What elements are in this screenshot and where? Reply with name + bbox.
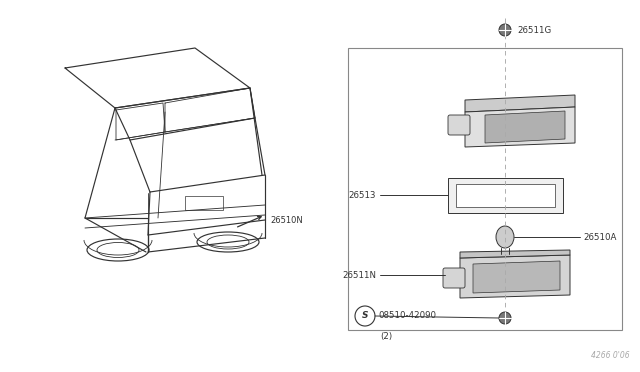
Polygon shape [465,107,575,147]
Text: 26510N: 26510N [270,215,303,224]
Polygon shape [473,261,560,293]
Text: S: S [362,311,368,321]
Text: 4266 0'06: 4266 0'06 [591,351,630,360]
Polygon shape [460,250,570,258]
Ellipse shape [496,226,514,248]
Circle shape [499,312,511,324]
FancyBboxPatch shape [448,115,470,135]
Text: 26511N: 26511N [342,270,376,279]
Polygon shape [485,111,565,143]
Text: 26513: 26513 [349,190,376,199]
Polygon shape [465,95,575,112]
Text: 26511G: 26511G [517,26,551,35]
Circle shape [499,24,511,36]
Polygon shape [460,255,570,298]
Text: (2): (2) [380,332,392,341]
Text: 08510-42090: 08510-42090 [378,311,436,321]
Bar [348,48,622,330]
FancyBboxPatch shape [443,268,465,288]
Bar [456,184,555,207]
Bar [185,196,223,210]
Bar [448,178,563,213]
Text: 26510A: 26510A [583,232,616,241]
